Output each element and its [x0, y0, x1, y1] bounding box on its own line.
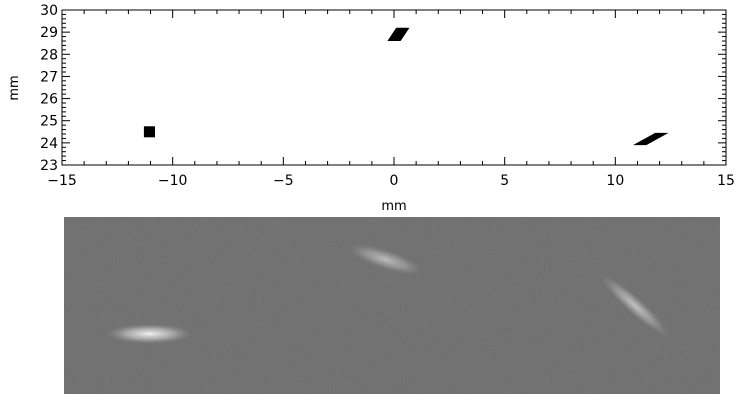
- x-tick-label: −10: [158, 173, 188, 189]
- image-grain: [64, 217, 720, 394]
- x-tick-label: −15: [47, 173, 77, 189]
- y-tick-label: 27: [40, 69, 58, 85]
- y-tick-label: 30: [40, 3, 58, 19]
- x-tick-label: 5: [500, 173, 509, 189]
- y-axis-label: mm: [7, 75, 22, 100]
- shape-marker-1: [143, 126, 155, 138]
- x-axis-ticks: −15 −10 −5 0 5 10 15: [47, 10, 735, 189]
- x-tick-label: 15: [717, 173, 735, 189]
- y-tick-label: 25: [40, 114, 58, 130]
- shape-plot: −15 −10 −5 0 5 10 15 23 24 25 26 27 28 29 30 mm mm: [7, 3, 735, 214]
- x-tick-label: −5: [273, 173, 294, 189]
- x-tick-label: 0: [390, 173, 399, 189]
- shape-marker-3: [633, 132, 669, 146]
- y-tick-label: 26: [40, 92, 58, 108]
- intensity-image: [64, 217, 720, 394]
- shape-markers: [143, 27, 669, 146]
- x-axis-label: mm: [381, 199, 406, 214]
- y-tick-label: 28: [40, 47, 58, 63]
- y-tick-label: 23: [40, 158, 58, 174]
- y-tick-label: 29: [40, 25, 58, 41]
- x-tick-label: 10: [606, 173, 624, 189]
- y-tick-label: 24: [40, 136, 58, 152]
- y-axis-ticks: 23 24 25 26 27 28 29 30: [40, 3, 726, 174]
- shape-marker-2: [387, 27, 410, 41]
